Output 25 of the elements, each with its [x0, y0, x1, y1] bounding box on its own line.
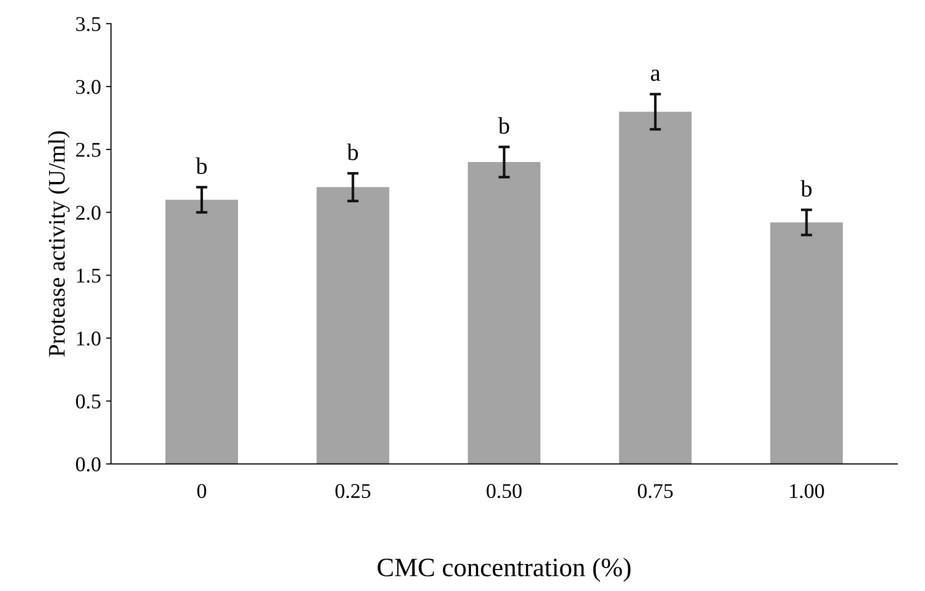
annotation: b	[498, 117, 510, 134]
y-tick-label: 1.0	[77, 332, 100, 346]
x-tick-label: 0.50	[486, 484, 522, 498]
bar	[468, 162, 540, 464]
annotation: b	[800, 180, 812, 197]
y-tick-label: 3.5	[76, 17, 100, 32]
annotation: a	[650, 70, 660, 81]
x-axis-title: CMC concentration (%)	[378, 558, 630, 582]
annotation: b	[196, 157, 207, 174]
bar	[619, 112, 692, 464]
x-tick-label: 1.00	[790, 484, 824, 498]
y-tick-label: 1.5	[77, 268, 100, 283]
y-tick-label: 2.0	[76, 206, 100, 220]
x-tick-label: 0	[197, 484, 206, 498]
y-tick-label: 0.0	[76, 457, 100, 472]
annotation: b	[347, 144, 358, 160]
bar	[165, 200, 238, 464]
bar	[770, 222, 843, 464]
y-tick-label: 0.5	[76, 394, 100, 409]
y-axis-title: Protease activity (U/ml)	[48, 131, 70, 357]
x-tick-label: 0.75	[638, 484, 673, 498]
y-tick-label: 2.5	[76, 142, 100, 157]
x-tick-label: 0.25	[335, 484, 370, 498]
y-tick-label: 3.0	[76, 80, 100, 94]
bar	[316, 187, 390, 464]
